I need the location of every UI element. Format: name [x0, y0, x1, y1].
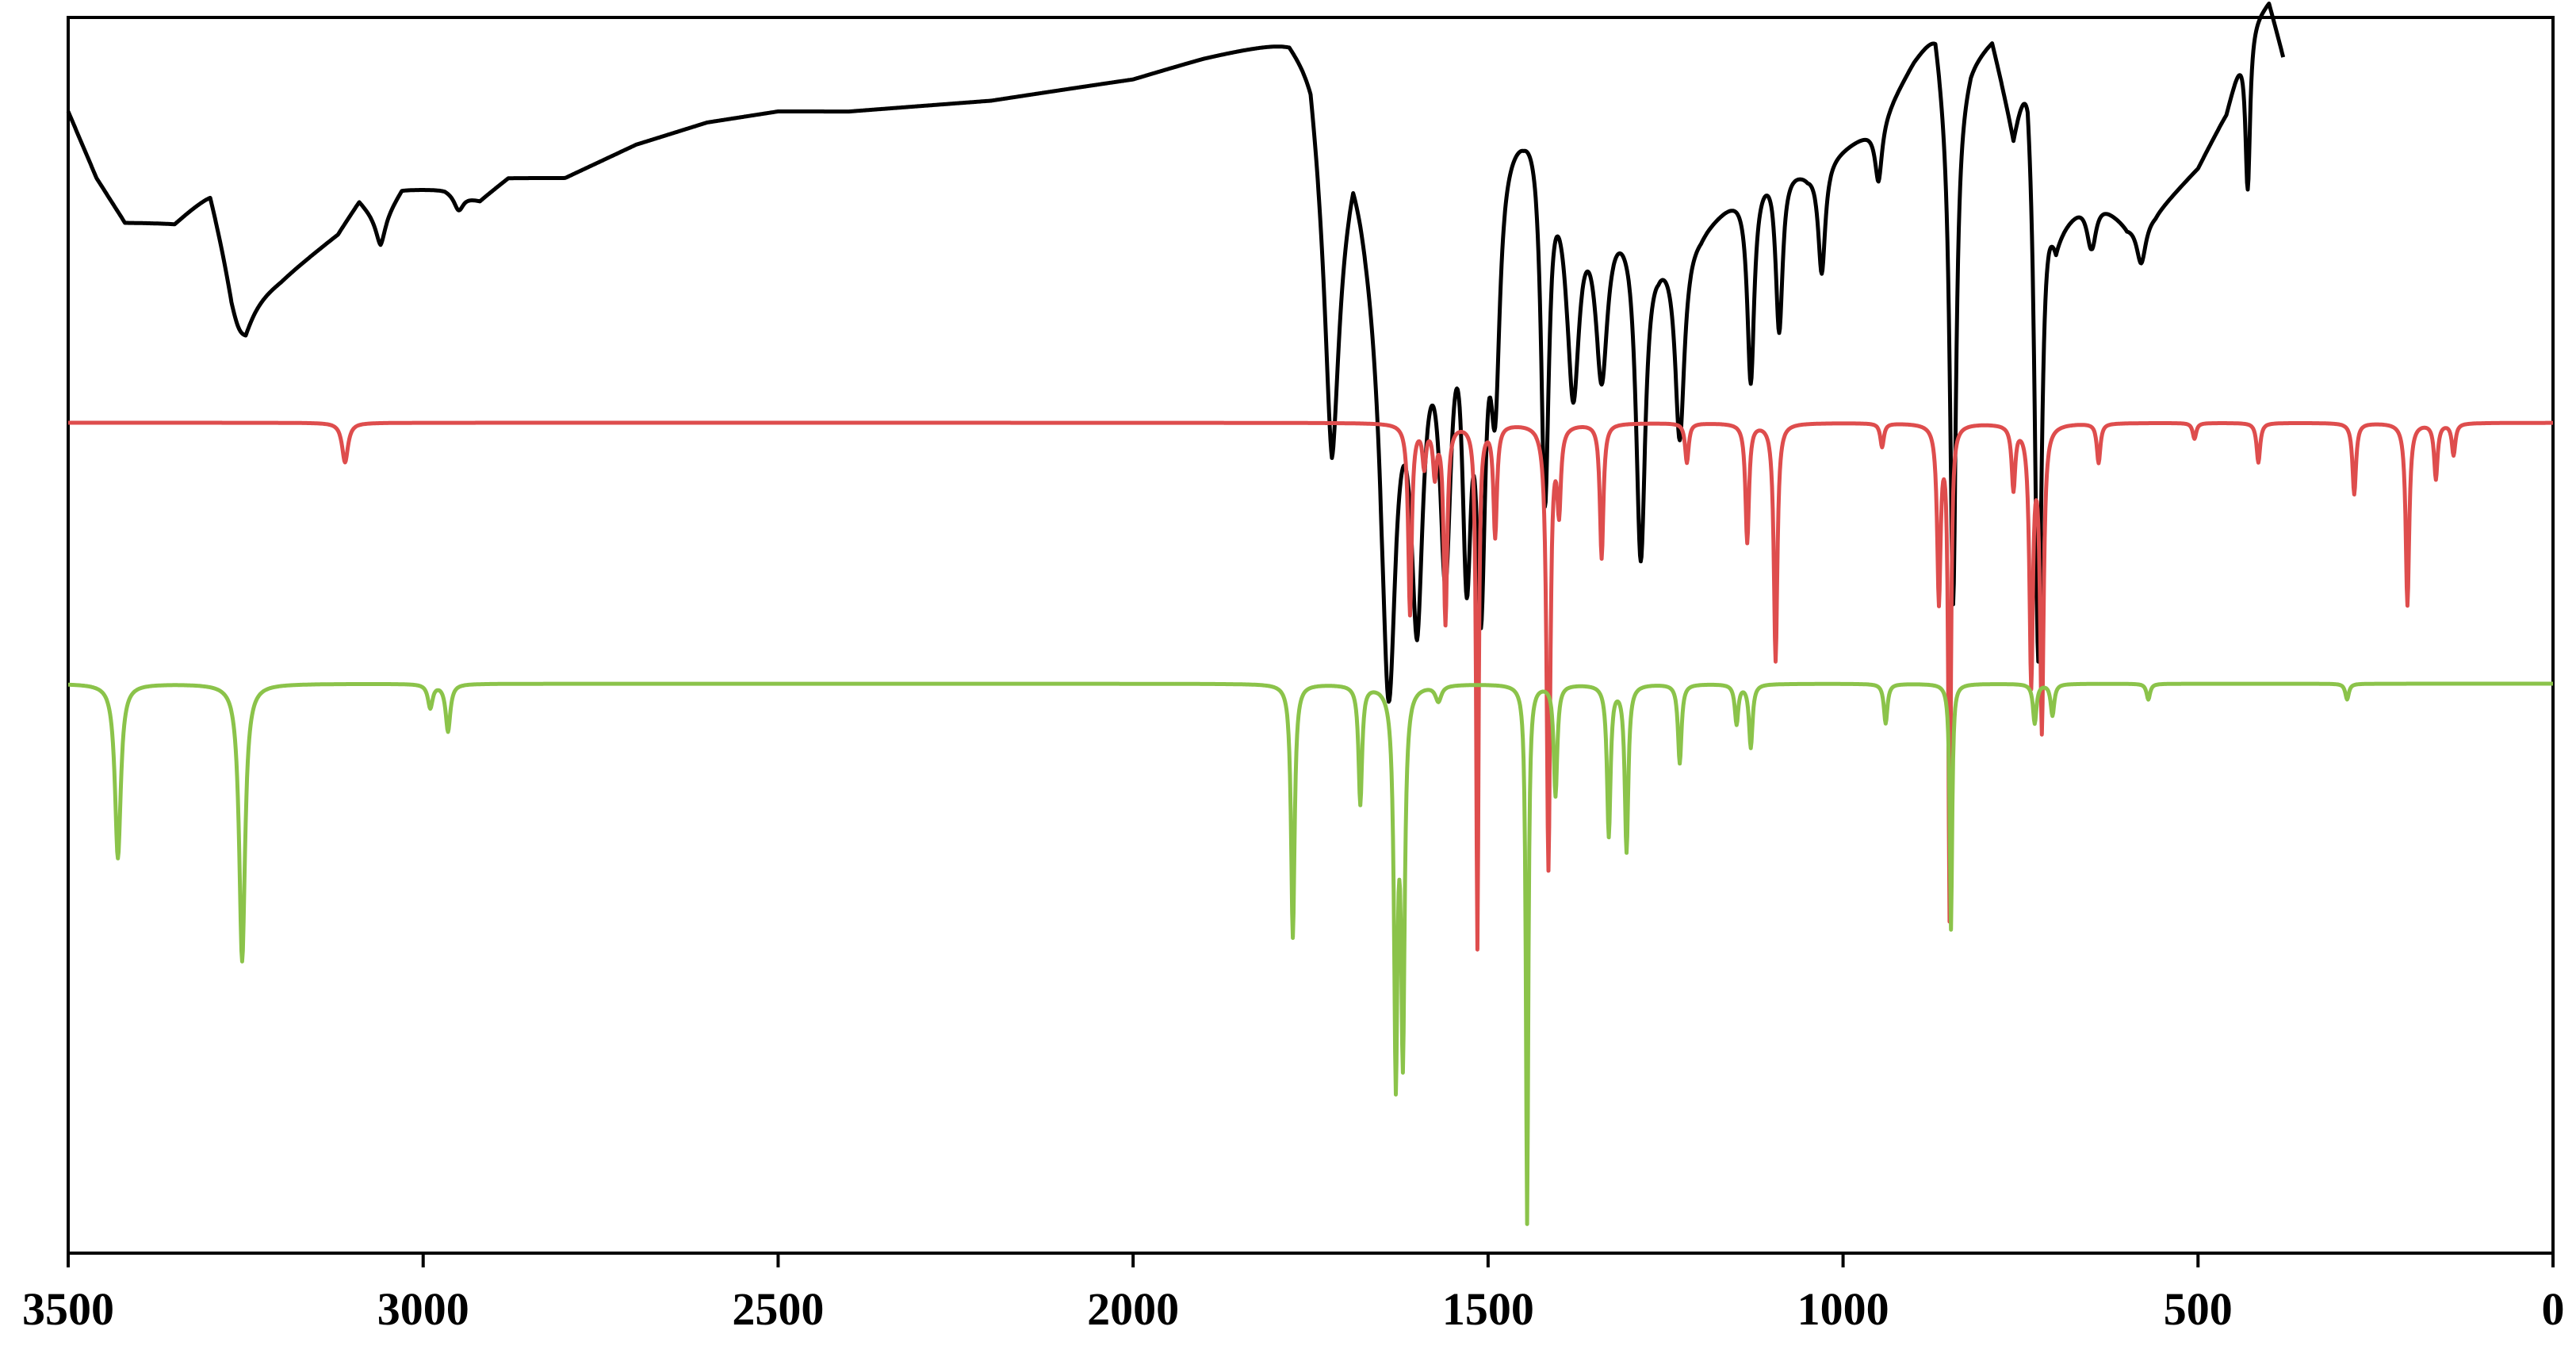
x-tick-label: 500	[2164, 1283, 2233, 1335]
x-tick-label: 0	[2542, 1283, 2565, 1335]
x-tick-label: 3500	[22, 1283, 114, 1335]
spectrum-line-1	[66, 2, 2286, 704]
x-tick-label: 1500	[1442, 1283, 1534, 1335]
x-tick-label: 3000	[377, 1283, 469, 1335]
plot-frame	[67, 16, 2555, 1255]
spectrum-line-2	[67, 420, 2555, 952]
spectrum-line-3	[67, 681, 2555, 1226]
x-tick-label: 1000	[1797, 1283, 1889, 1335]
x-tick-label: 2500	[732, 1283, 824, 1335]
x-tick-label: 2000	[1087, 1283, 1179, 1335]
